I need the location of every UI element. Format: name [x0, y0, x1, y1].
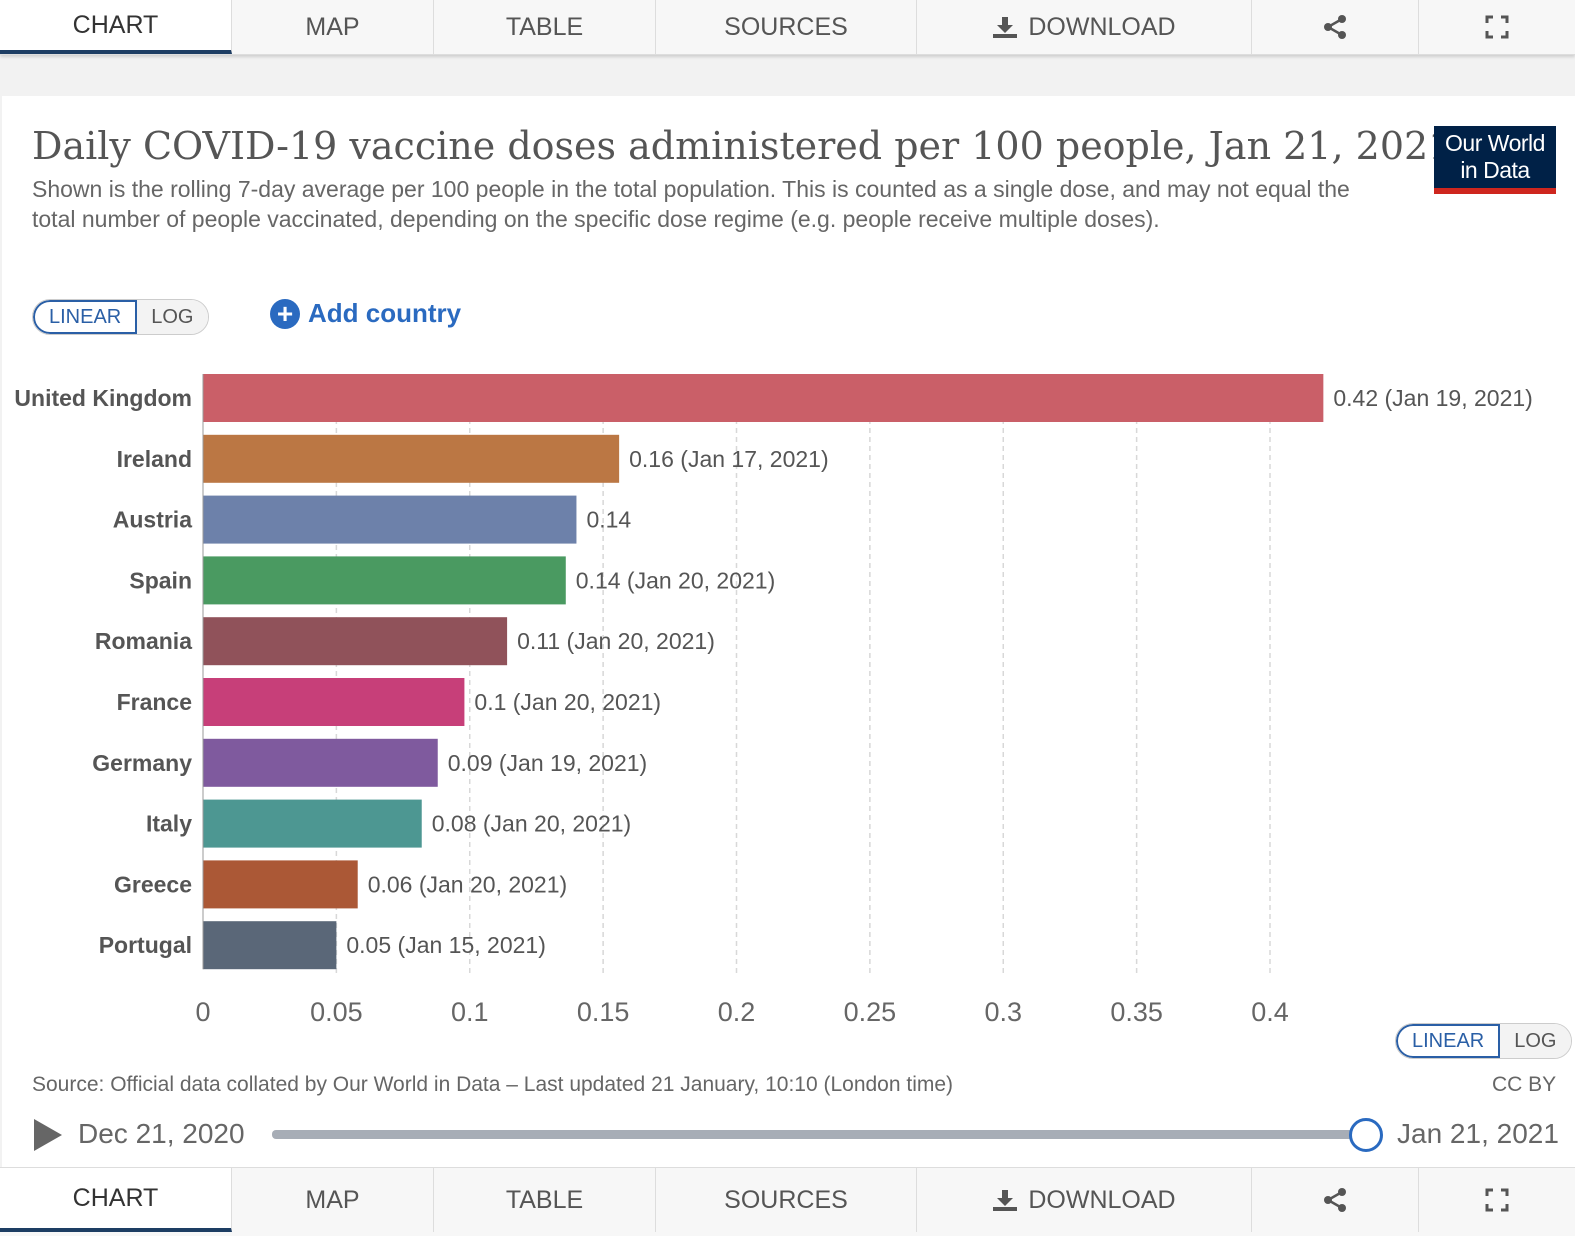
category-label: Ireland: [117, 446, 192, 472]
top-tab-bar: CHART MAP TABLE SOURCES DOWNLOAD: [0, 0, 1575, 55]
category-label: United Kingdom: [14, 385, 192, 411]
chart-subtitle: Shown is the rolling 7-day average per 1…: [32, 176, 1350, 232]
share-icon: [1324, 1188, 1346, 1212]
x-tick-label: 0: [195, 997, 210, 1027]
timeline-track[interactable]: [272, 1130, 1364, 1139]
tab-download-label: DOWNLOAD: [1028, 12, 1176, 41]
x-tick-label: 0.15: [577, 997, 630, 1027]
tab-sources[interactable]: SOURCES: [656, 0, 917, 54]
value-label: 0.06 (Jan 20, 2021): [368, 871, 567, 897]
linear-scale-button[interactable]: LINEAR: [33, 300, 138, 334]
tab-chart-bottom[interactable]: CHART: [0, 1168, 232, 1232]
x-tick-label: 0.1: [451, 997, 489, 1027]
bar[interactable]: [203, 617, 508, 666]
value-label: 0.09 (Jan 19, 2021): [448, 750, 647, 776]
x-tick-label: 0.3: [984, 997, 1022, 1027]
tab-map-label: MAP: [305, 1185, 360, 1214]
category-label: Spain: [129, 567, 192, 593]
category-label: Romania: [95, 628, 192, 654]
add-country-label: Add country: [308, 298, 462, 328]
x-tick-label: 0.2: [718, 997, 756, 1027]
tab-chart[interactable]: CHART: [0, 0, 232, 54]
x-tick-label: 0.4: [1251, 997, 1289, 1027]
value-label: 0.11 (Jan 20, 2021): [517, 628, 715, 654]
bar[interactable]: [203, 495, 577, 544]
share-icon: [1324, 15, 1346, 39]
tab-fullscreen[interactable]: [1419, 0, 1575, 54]
bar[interactable]: [203, 921, 337, 970]
play-icon[interactable]: [34, 1119, 62, 1151]
logo-line1: Our World: [1445, 130, 1545, 156]
tab-map[interactable]: MAP: [232, 0, 434, 54]
scale-toggle-top: LINEAR LOG: [32, 299, 209, 335]
bar[interactable]: [203, 434, 620, 483]
bar[interactable]: [203, 799, 422, 848]
tab-download-bottom[interactable]: DOWNLOAD: [917, 1168, 1252, 1232]
bar[interactable]: [203, 556, 566, 605]
download-icon: [993, 17, 1018, 38]
value-label: 0.42 (Jan 19, 2021): [1333, 385, 1532, 411]
category-label: Greece: [114, 871, 192, 897]
owid-logo[interactable]: Our World in Data: [1434, 126, 1556, 194]
bar-chart: United Kingdom 0.42 (Jan 19, 2021) Ireland…: [14, 374, 1533, 1027]
timeline: Dec 21, 2020 Jan 21, 2021: [0, 1110, 1575, 1160]
value-label: 0.16 (Jan 17, 2021): [629, 446, 828, 472]
category-label: Portugal: [99, 932, 192, 958]
category-label: Austria: [113, 507, 192, 533]
bottom-tab-bar: CHART MAP TABLE SOURCES DOWNLOAD: [0, 1167, 1575, 1236]
x-tick-label: 0.05: [310, 997, 363, 1027]
log-scale-button-bottom[interactable]: LOG: [1500, 1024, 1571, 1058]
tab-download[interactable]: DOWNLOAD: [917, 0, 1252, 54]
tab-chart-label: CHART: [72, 1183, 159, 1212]
bar[interactable]: [203, 860, 358, 909]
tab-sources-bottom[interactable]: SOURCES: [656, 1168, 917, 1232]
add-country-button[interactable]: + Add country: [270, 298, 461, 329]
tab-map-label: MAP: [305, 12, 360, 41]
download-icon: [993, 1190, 1018, 1211]
tab-chart-label: CHART: [72, 10, 159, 39]
tab-table-label: TABLE: [505, 1185, 584, 1214]
x-tick-label: 0.25: [844, 997, 897, 1027]
log-scale-button[interactable]: LOG: [137, 300, 208, 334]
timeline-handle[interactable]: [1349, 1118, 1383, 1152]
value-label: 0.08 (Jan 20, 2021): [432, 811, 631, 837]
category-label: Germany: [92, 750, 192, 776]
chart-title: Daily COVID-19 vaccine doses administere…: [32, 124, 1453, 168]
bar[interactable]: [203, 678, 465, 726]
source-note: Source: Official data collated by Our Wo…: [32, 1073, 954, 1096]
tab-share[interactable]: [1252, 0, 1419, 54]
bar[interactable]: [203, 374, 1324, 422]
timeline-end-date: Jan 21, 2021: [1397, 1118, 1559, 1149]
fullscreen-icon: [1485, 15, 1509, 39]
tab-share-bottom[interactable]: [1252, 1168, 1419, 1232]
bar[interactable]: [203, 738, 438, 787]
plus-icon: +: [270, 298, 300, 329]
tab-download-label: DOWNLOAD: [1028, 1185, 1176, 1214]
value-label: 0.14 (Jan 20, 2021): [576, 567, 775, 593]
tab-fullscreen-bottom[interactable]: [1419, 1168, 1575, 1232]
tab-table[interactable]: TABLE: [434, 0, 656, 54]
value-label: 0.1 (Jan 20, 2021): [474, 689, 661, 715]
tab-sources-label: SOURCES: [724, 1185, 848, 1214]
logo-line2: in Data: [1460, 157, 1530, 183]
timeline-start-date: Dec 21, 2020: [78, 1118, 245, 1149]
tab-sources-label: SOURCES: [724, 12, 848, 41]
value-label: 0.14: [586, 507, 631, 533]
scale-toggle-bottom: LINEAR LOG: [1395, 1023, 1572, 1059]
license-link[interactable]: CC BY: [1492, 1073, 1557, 1096]
category-label: France: [117, 689, 192, 715]
x-tick-label: 0.35: [1110, 997, 1163, 1027]
value-label: 0.05 (Jan 15, 2021): [346, 932, 545, 958]
linear-scale-button-bottom[interactable]: LINEAR: [1396, 1024, 1501, 1058]
category-label: Italy: [146, 811, 192, 837]
tab-map-bottom[interactable]: MAP: [232, 1168, 434, 1232]
tab-table-label: TABLE: [505, 12, 584, 41]
tab-table-bottom[interactable]: TABLE: [434, 1168, 656, 1232]
fullscreen-icon: [1485, 1188, 1509, 1212]
